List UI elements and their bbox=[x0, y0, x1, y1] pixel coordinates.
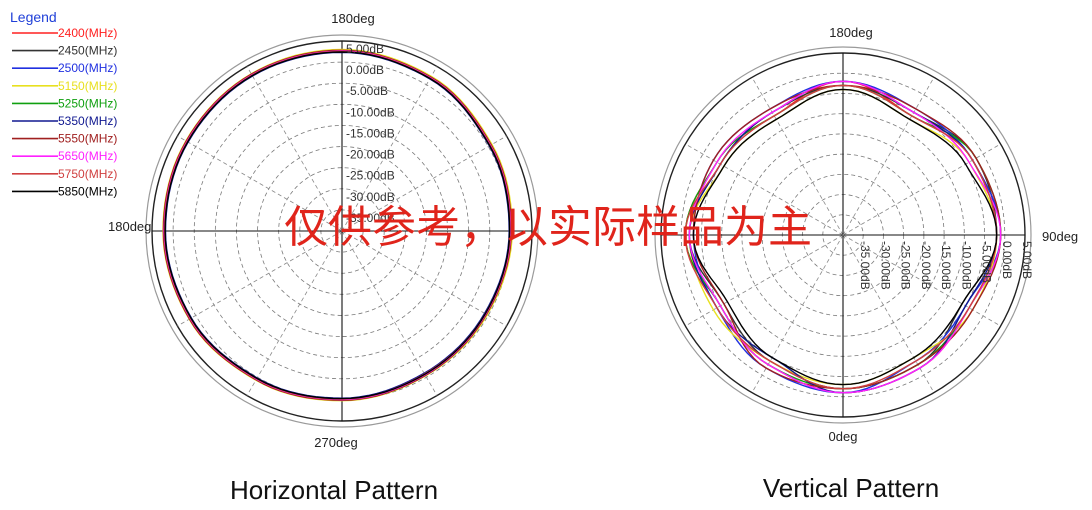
legend-entry-label: 5650(MHz) bbox=[58, 149, 117, 163]
vertical-radial-tick-label: -5.00dB bbox=[980, 241, 994, 283]
horizontal-radial-tick-label: -10.00dB bbox=[346, 105, 395, 119]
vertical-grid-spoke bbox=[751, 77, 844, 236]
horizontal-radial-tick-label: -25.00dB bbox=[346, 169, 395, 183]
vertical-angle-bottom-label: 0deg bbox=[829, 429, 858, 444]
legend-entry-label: 2450(MHz) bbox=[58, 44, 117, 58]
legend-entry-label: 2400(MHz) bbox=[58, 26, 117, 40]
legend-entry-label: 5550(MHz) bbox=[58, 132, 117, 146]
horizontal-radial-tick-label: 5.00dB bbox=[346, 42, 384, 56]
legend-entry-label: 5150(MHz) bbox=[58, 79, 117, 93]
vertical-series-5650mhz bbox=[688, 80, 1002, 394]
vertical-pattern-chart: 5.00dB 0.00dB -5.00dB -10.00dB -15.00dB -20.0… bbox=[654, 25, 1078, 503]
legend-title: Legend bbox=[10, 9, 57, 25]
horizontal-series-5550mhz bbox=[162, 49, 513, 402]
vertical-grid-spoke bbox=[842, 77, 935, 236]
legend-entries: 2400(MHz) 2450(MHz) 2500(MHz) 5150(MHz) 5250… bbox=[12, 26, 117, 198]
horizontal-grid-spoke bbox=[246, 66, 343, 232]
horizontal-radial-tick-label: 0.00dB bbox=[346, 63, 384, 77]
vertical-radial-tick-label: -30.00dB bbox=[878, 241, 892, 290]
vertical-series-5850mhz bbox=[692, 88, 998, 386]
horizontal-radial-tick-label: -5.00dB bbox=[346, 84, 388, 98]
horizontal-angle-left-label: 180deg bbox=[108, 219, 151, 234]
vertical-radial-tick-label: -35.00dB bbox=[858, 241, 872, 290]
vertical-grid-spoke bbox=[842, 234, 1001, 327]
vertical-pattern-title: Vertical Pattern bbox=[763, 473, 939, 503]
legend: Legend 2400(MHz) 2450(MHz) 2500(MHz) 5150(M… bbox=[10, 9, 117, 198]
legend-entry-label: 5750(MHz) bbox=[58, 167, 117, 181]
horizontal-angle-bottom-label: 270deg bbox=[314, 435, 357, 450]
vertical-radial-tick-label: -20.00dB bbox=[919, 241, 933, 290]
watermark-text: 仅供参考，以实际样品为主 bbox=[284, 202, 812, 253]
horizontal-outer-ring bbox=[145, 34, 539, 428]
horizontal-grid-spoke bbox=[177, 135, 343, 232]
horizontal-radial-tick-label: -20.00dB bbox=[346, 148, 395, 162]
vertical-radial-tick-label: -25.00dB bbox=[899, 241, 913, 290]
vertical-grid-spoke bbox=[842, 234, 935, 393]
legend-entry-label: 5250(MHz) bbox=[58, 96, 117, 110]
legend-entry-label: 5350(MHz) bbox=[58, 114, 117, 128]
legend-entry-label: 5850(MHz) bbox=[58, 184, 117, 198]
vertical-grid-spoke bbox=[685, 234, 844, 327]
horizontal-grid-spoke bbox=[341, 66, 438, 232]
horizontal-radial-tick-label: -30.00dB bbox=[346, 190, 395, 204]
vertical-grid-spoke bbox=[685, 143, 844, 236]
horizontal-angle-top-label: 180deg bbox=[331, 11, 374, 26]
horizontal-grid-spoke bbox=[341, 135, 507, 232]
horizontal-grid-spoke bbox=[341, 230, 507, 327]
vertical-angle-top-label: 180deg bbox=[829, 25, 872, 40]
vertical-series bbox=[684, 80, 1002, 394]
legend-entry-label: 2500(MHz) bbox=[58, 61, 117, 75]
vertical-grid-spoke bbox=[751, 234, 844, 393]
horizontal-pattern-chart: 5.00dB 0.00dB -5.00dB -10.00dB -15.00dB -20.0… bbox=[108, 11, 539, 505]
vertical-radial-tick-label: 5.00dB bbox=[1020, 241, 1034, 279]
vertical-series-5750mhz bbox=[684, 84, 998, 390]
vertical-grid-spoke bbox=[842, 143, 1001, 236]
horizontal-grid-spoke bbox=[341, 230, 438, 396]
horizontal-radial-ticks: 5.00dB 0.00dB -5.00dB -10.00dB -15.00dB -20.0… bbox=[346, 42, 395, 225]
vertical-outer-ring bbox=[654, 46, 1032, 424]
horizontal-grid bbox=[145, 34, 539, 428]
horizontal-series-5850mhz bbox=[164, 51, 511, 400]
vertical-radial-tick-label: -10.00dB bbox=[959, 241, 973, 290]
vertical-grid bbox=[654, 46, 1032, 424]
horizontal-radial-tick-label: -15.00dB bbox=[346, 126, 395, 140]
vertical-radial-tick-label: 0.00dB bbox=[1000, 241, 1014, 279]
horizontal-grid-spoke bbox=[246, 230, 343, 396]
horizontal-grid-spoke bbox=[177, 230, 343, 327]
vertical-radial-ticks: 5.00dB 0.00dB -5.00dB -10.00dB -15.00dB -20.0… bbox=[858, 241, 1034, 290]
horizontal-pattern-title: Horizontal Pattern bbox=[230, 475, 438, 505]
horizontal-radial-tick-label: -35.00dB bbox=[346, 211, 395, 225]
vertical-angle-right-label: 90deg bbox=[1042, 229, 1078, 244]
vertical-radial-tick-label: -15.00dB bbox=[939, 241, 953, 290]
horizontal-series bbox=[162, 48, 513, 402]
